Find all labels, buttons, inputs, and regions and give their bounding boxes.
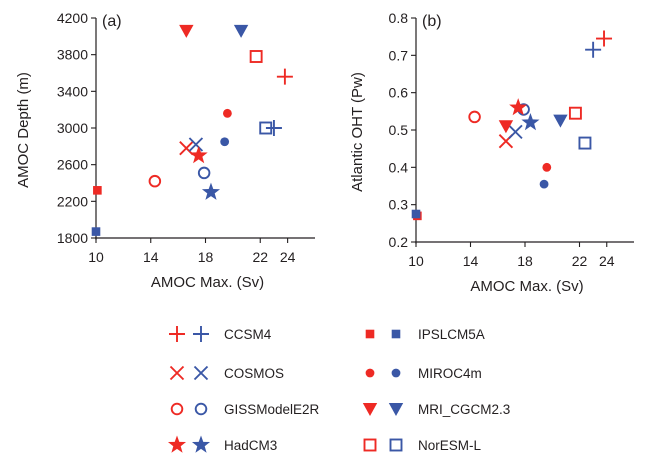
legend-marker-noresm-l-red	[363, 438, 377, 452]
legend-marker-miroc4m-blue	[391, 368, 401, 378]
x-tick-label: 10	[88, 249, 104, 265]
point-cosmos-blue	[508, 124, 523, 140]
legend-entry-cosmos: COSMOS	[169, 365, 284, 381]
legend-entry-gissmodele2r: GISSModelE2R	[170, 402, 320, 417]
panel-label: (a)	[102, 13, 122, 30]
y-tick-label: 2200	[57, 193, 88, 209]
point-ccsm4-blue	[585, 41, 602, 58]
point-mri-cgcm2-3-blue	[553, 114, 568, 128]
point-noresm-l-red	[568, 106, 582, 120]
y-tick-label: 0.6	[389, 85, 409, 101]
legend-marker-noresm-l-blue	[389, 438, 403, 452]
legend-marker-mri-cgcm2-3-blue	[388, 403, 404, 416]
panel-b-atlantic-oht: 0.2 0.3 0.4 0.5 0.6 0.7 0.8 10 14 18 22 24 AMOC Max.…	[349, 10, 634, 295]
point-cosmos-blue	[188, 137, 204, 152]
legend-label: NorESM-L	[418, 438, 482, 453]
legend-entry-noresm-l: NorESM-L	[363, 438, 482, 453]
point-ipslcm5a-blue	[91, 227, 101, 236]
legend-entry-ipslcm5a: IPSLCM5A	[365, 327, 485, 342]
legend-entry-ccsm4: CCSM4	[169, 326, 272, 342]
point-hadcm3-red	[189, 146, 208, 164]
x-tick-label: 14	[143, 249, 159, 265]
y-axis-title: Atlantic OHT (Pw)	[349, 72, 366, 192]
x-tick-label: 10	[408, 253, 424, 269]
y-tick-label: 0.7	[389, 47, 409, 63]
legend-marker-gissmodele2r-blue	[194, 402, 208, 416]
point-gissmodele2r-blue	[197, 166, 211, 180]
y-tick-label: 0.3	[389, 197, 409, 213]
x-axis-title: AMOC Max. (Sv)	[470, 278, 583, 295]
point-hadcm3-blue	[521, 113, 540, 131]
point-hadcm3-red	[509, 98, 528, 116]
y-tick-label: 0.8	[389, 10, 409, 26]
legend-entry-miroc4m: MIROC4m	[365, 366, 482, 381]
x-tick-label: 14	[463, 253, 479, 269]
legend-marker-ipslcm5a-blue	[391, 329, 401, 339]
x-tick-label: 18	[517, 253, 533, 269]
point-cosmos-red	[179, 140, 194, 156]
y-tick-label: 3400	[57, 83, 88, 99]
x-tick-label: 24	[280, 249, 296, 265]
legend-label: HadCM3	[224, 438, 277, 453]
y-tick-label: 3000	[57, 120, 88, 136]
legend-marker-miroc4m-red	[365, 368, 375, 378]
x-tick-label: 22	[252, 249, 268, 265]
y-tick-label: 4200	[57, 10, 88, 26]
point-miroc4m-red	[223, 108, 232, 118]
legend-marker-ccsm4-blue	[193, 326, 209, 342]
legend-marker-cosmos-blue	[193, 365, 209, 381]
y-tick-label: 1800	[57, 230, 88, 246]
y-tick-label: 0.5	[389, 122, 409, 138]
legend-label: CCSM4	[224, 327, 272, 342]
legend-marker-mri-cgcm2-3-red	[362, 403, 378, 416]
x-axis-title: AMOC Max. (Sv)	[151, 274, 264, 291]
point-gissmodele2r-red	[468, 110, 481, 124]
point-gissmodele2r-red	[148, 174, 162, 188]
point-ccsm4-blue	[265, 120, 282, 136]
legend-marker-ccsm4-red	[169, 326, 185, 342]
legend: CCSM4 COSMOS GISSModelE2R HadCM3 IPSLCM5A MIR…	[167, 326, 510, 453]
legend-entry-mri-cgcm2-3: MRI_CGCM2.3	[362, 402, 510, 417]
point-ipslcm5a-blue	[411, 209, 421, 219]
point-miroc4m-blue	[220, 137, 230, 147]
panel-label: (b)	[422, 13, 442, 30]
legend-label: GISSModelE2R	[224, 402, 320, 417]
point-noresm-l-red	[249, 50, 263, 63]
point-noresm-l-blue	[259, 121, 273, 135]
point-mri-cgcm2-3-red	[179, 24, 194, 38]
legend-label: COSMOS	[224, 366, 284, 381]
point-ipslcm5a-red	[93, 186, 102, 195]
point-noresm-l-blue	[578, 136, 592, 150]
legend-label: IPSLCM5A	[418, 327, 485, 342]
point-mri-cgcm2-3-red	[498, 120, 514, 134]
x-tick-label: 18	[198, 249, 214, 265]
legend-label: MRI_CGCM2.3	[418, 402, 510, 417]
point-hadcm3-blue	[201, 182, 221, 200]
panel-a-amoc-depth: 1800 2200 2600 3000 3400 3800 4200 10 14 18 22 24 AM…	[15, 10, 315, 291]
legend-entry-hadcm3: HadCM3	[167, 435, 277, 453]
legend-marker-hadcm3-blue	[191, 435, 211, 453]
y-tick-label: 2600	[57, 157, 88, 173]
legend-label: MIROC4m	[418, 366, 482, 381]
point-miroc4m-blue	[539, 179, 549, 189]
legend-marker-cosmos-red	[169, 365, 185, 381]
y-tick-label: 0.4	[389, 159, 409, 175]
point-mri-cgcm2-3-blue	[233, 24, 249, 38]
y-axis-title: AMOC Depth (m)	[15, 72, 32, 188]
legend-marker-gissmodele2r-red	[170, 402, 184, 416]
x-tick-label: 24	[599, 253, 615, 269]
legend-marker-hadcm3-red	[167, 435, 187, 453]
x-tick-label: 22	[572, 253, 588, 269]
y-tick-label: 0.2	[389, 234, 409, 250]
point-miroc4m-red	[542, 162, 552, 172]
y-tick-label: 3800	[57, 47, 88, 63]
point-ccsm4-red	[596, 30, 613, 47]
legend-marker-ipslcm5a-red	[365, 329, 375, 339]
point-ccsm4-red	[276, 68, 293, 85]
